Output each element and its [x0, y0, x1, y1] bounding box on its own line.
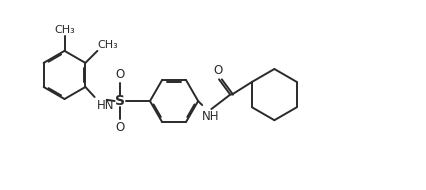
Text: O: O — [213, 64, 223, 77]
Text: CH₃: CH₃ — [98, 40, 118, 51]
Text: O: O — [115, 68, 124, 81]
Text: CH₃: CH₃ — [54, 25, 75, 35]
Text: O: O — [115, 121, 124, 134]
Text: NH: NH — [202, 110, 220, 123]
Text: S: S — [115, 94, 125, 108]
Text: HN: HN — [97, 99, 114, 112]
